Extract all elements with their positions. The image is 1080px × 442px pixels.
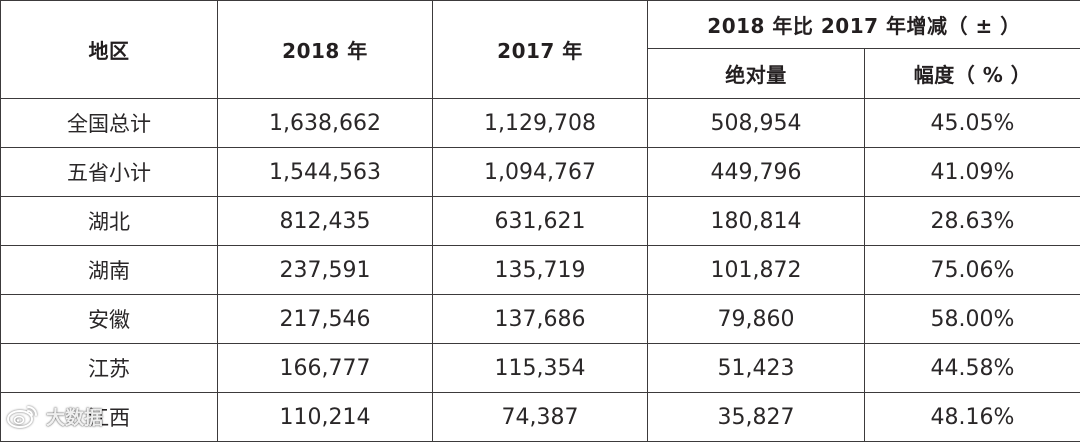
row-y2017: 631,621 [433, 197, 648, 246]
row-percent: 28.63% [865, 197, 1080, 246]
row-y2018: 1,544,563 [218, 148, 433, 197]
table-row: 湖北 812,435 631,621 180,814 28.63% [1, 197, 1080, 246]
table-row: 五省小计 1,544,563 1,094,767 449,796 41.09% [1, 148, 1080, 197]
row-y2018: 237,591 [218, 246, 433, 295]
table-row: 江西 110,214 74,387 35,827 48.16% [1, 393, 1080, 442]
row-absolute: 79,860 [648, 295, 865, 344]
row-region: 五省小计 [1, 148, 218, 197]
row-absolute: 180,814 [648, 197, 865, 246]
row-absolute: 449,796 [648, 148, 865, 197]
table-row: 江苏 166,777 115,354 51,423 44.58% [1, 344, 1080, 393]
row-y2018: 110,214 [218, 393, 433, 442]
total-row: 全国总计 1,638,662 1,129,708 508,954 45.05% [1, 99, 1080, 148]
row-y2017: 115,354 [433, 344, 648, 393]
row-region: 安徽 [1, 295, 218, 344]
header-percent: 幅度（ % ） [865, 49, 1080, 99]
header-absolute: 绝对量 [648, 49, 865, 99]
row-y2018: 217,546 [218, 295, 433, 344]
row-region: 湖北 [1, 197, 218, 246]
header-year-2018: 2018 年 [218, 1, 433, 99]
total-absolute: 508,954 [648, 99, 865, 148]
row-y2017: 137,686 [433, 295, 648, 344]
header-change-group: 2018 年比 2017 年增减（ ± ） [648, 1, 1080, 49]
header-row-1: 地区 2018 年 2017 年 2018 年比 2017 年增减（ ± ） [1, 1, 1080, 49]
header-year-2017: 2017 年 [433, 1, 648, 99]
row-percent: 58.00% [865, 295, 1080, 344]
row-percent: 41.09% [865, 148, 1080, 197]
row-region: 湖南 [1, 246, 218, 295]
table-row: 湖南 237,591 135,719 101,872 75.06% [1, 246, 1080, 295]
row-absolute: 35,827 [648, 393, 865, 442]
total-y2017: 1,129,708 [433, 99, 648, 148]
row-y2017: 74,387 [433, 393, 648, 442]
total-percent: 45.05% [865, 99, 1080, 148]
row-region: 江西 [1, 393, 218, 442]
total-y2018: 1,638,662 [218, 99, 433, 148]
row-percent: 44.58% [865, 344, 1080, 393]
row-y2017: 1,094,767 [433, 148, 648, 197]
header-region: 地区 [1, 1, 218, 99]
total-region: 全国总计 [1, 99, 218, 148]
table-row: 安徽 217,546 137,686 79,860 58.00% [1, 295, 1080, 344]
row-percent: 48.16% [865, 393, 1080, 442]
row-absolute: 101,872 [648, 246, 865, 295]
row-percent: 75.06% [865, 246, 1080, 295]
row-y2018: 812,435 [218, 197, 433, 246]
row-y2018: 166,777 [218, 344, 433, 393]
row-region: 江苏 [1, 344, 218, 393]
row-absolute: 51,423 [648, 344, 865, 393]
row-y2017: 135,719 [433, 246, 648, 295]
